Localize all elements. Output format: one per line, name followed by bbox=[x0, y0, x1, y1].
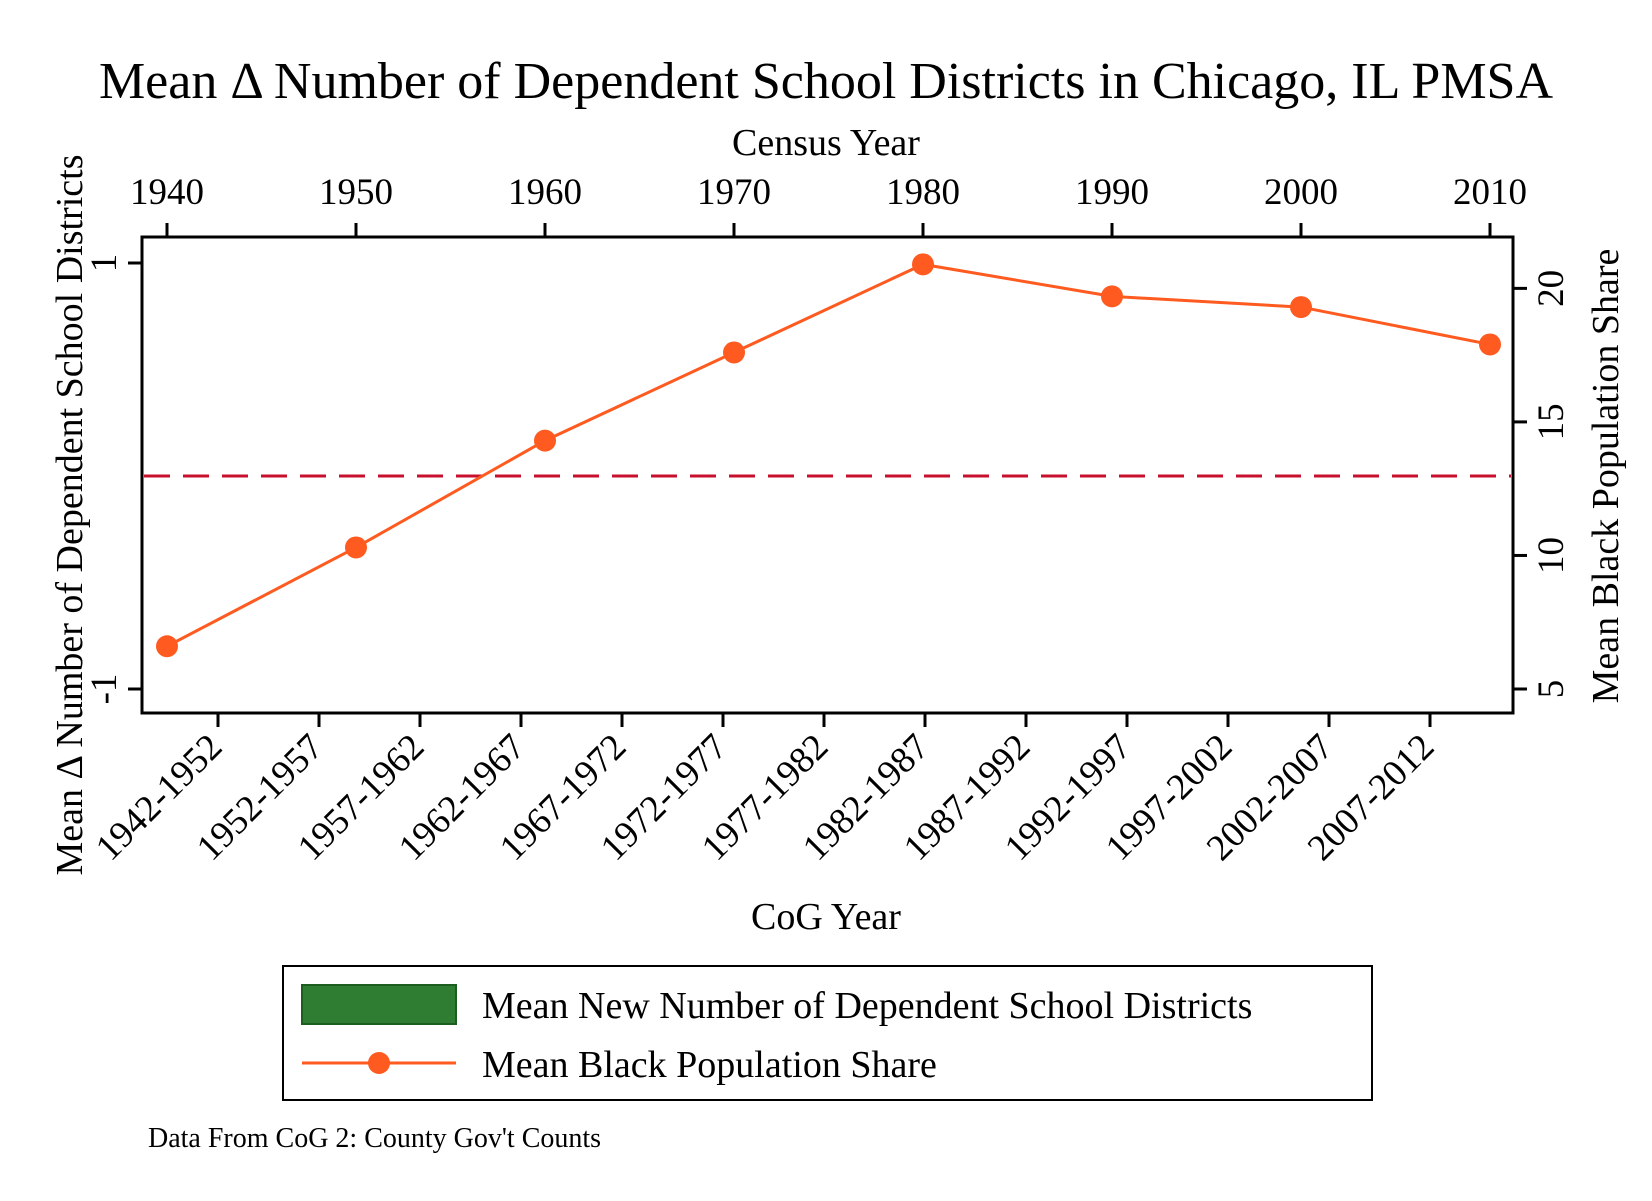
top-tick-label: 1960 bbox=[508, 172, 582, 213]
top-tick-label: 1980 bbox=[886, 172, 960, 213]
right-tick-label: 20 bbox=[1531, 270, 1572, 307]
right-tick-label: 15 bbox=[1531, 403, 1572, 440]
right-tick-label: 5 bbox=[1531, 680, 1572, 699]
plot-frame bbox=[140, 235, 1515, 715]
top-tick-label: 1940 bbox=[130, 172, 204, 213]
legend-label-line: Mean Black Population Share bbox=[482, 1044, 937, 1086]
series-point bbox=[1479, 333, 1501, 356]
left-tick-label: -1 bbox=[84, 674, 125, 705]
series-point bbox=[345, 536, 367, 559]
series-layer bbox=[156, 253, 1501, 658]
top-axis-title: Census Year bbox=[732, 122, 920, 164]
bottom-axis-title: CoG Year bbox=[751, 896, 901, 938]
right-tick-label: 10 bbox=[1531, 537, 1572, 574]
series-point bbox=[1290, 296, 1312, 319]
ticks-layer: 1940 1950 1960 1970 1980 1990 2000 20101942-195… bbox=[84, 172, 1572, 869]
legend-label-bar: Mean New Number of Dependent School Dist… bbox=[482, 985, 1252, 1027]
left-tick-label: 1 bbox=[84, 254, 125, 273]
top-tick-label: 2000 bbox=[1264, 172, 1338, 213]
series-point bbox=[723, 341, 745, 364]
legend: Mean New Number of Dependent School Dist… bbox=[282, 965, 1373, 1101]
series-point bbox=[1101, 285, 1123, 308]
legend-swatch-marker bbox=[368, 1052, 390, 1074]
top-tick-label: 1990 bbox=[1075, 172, 1149, 213]
series-line bbox=[166, 262, 1491, 648]
series-point bbox=[912, 253, 934, 276]
series-point bbox=[156, 635, 178, 658]
top-tick-label: 1950 bbox=[319, 172, 393, 213]
series-point bbox=[534, 429, 556, 452]
top-tick-label: 1970 bbox=[697, 172, 771, 213]
legend-swatch-bar bbox=[301, 984, 457, 1025]
chart-title: Mean Δ Number of Dependent School Distri… bbox=[99, 53, 1554, 110]
right-axis-title: Mean Black Population Share bbox=[1585, 249, 1627, 704]
legend-box bbox=[282, 965, 1373, 1101]
top-tick-label: 2010 bbox=[1453, 172, 1527, 213]
left-axis-title: Mean Δ Number of Dependent School Distri… bbox=[49, 155, 91, 876]
data-source-note: Data From CoG 2: County Gov't Counts bbox=[148, 1123, 601, 1154]
